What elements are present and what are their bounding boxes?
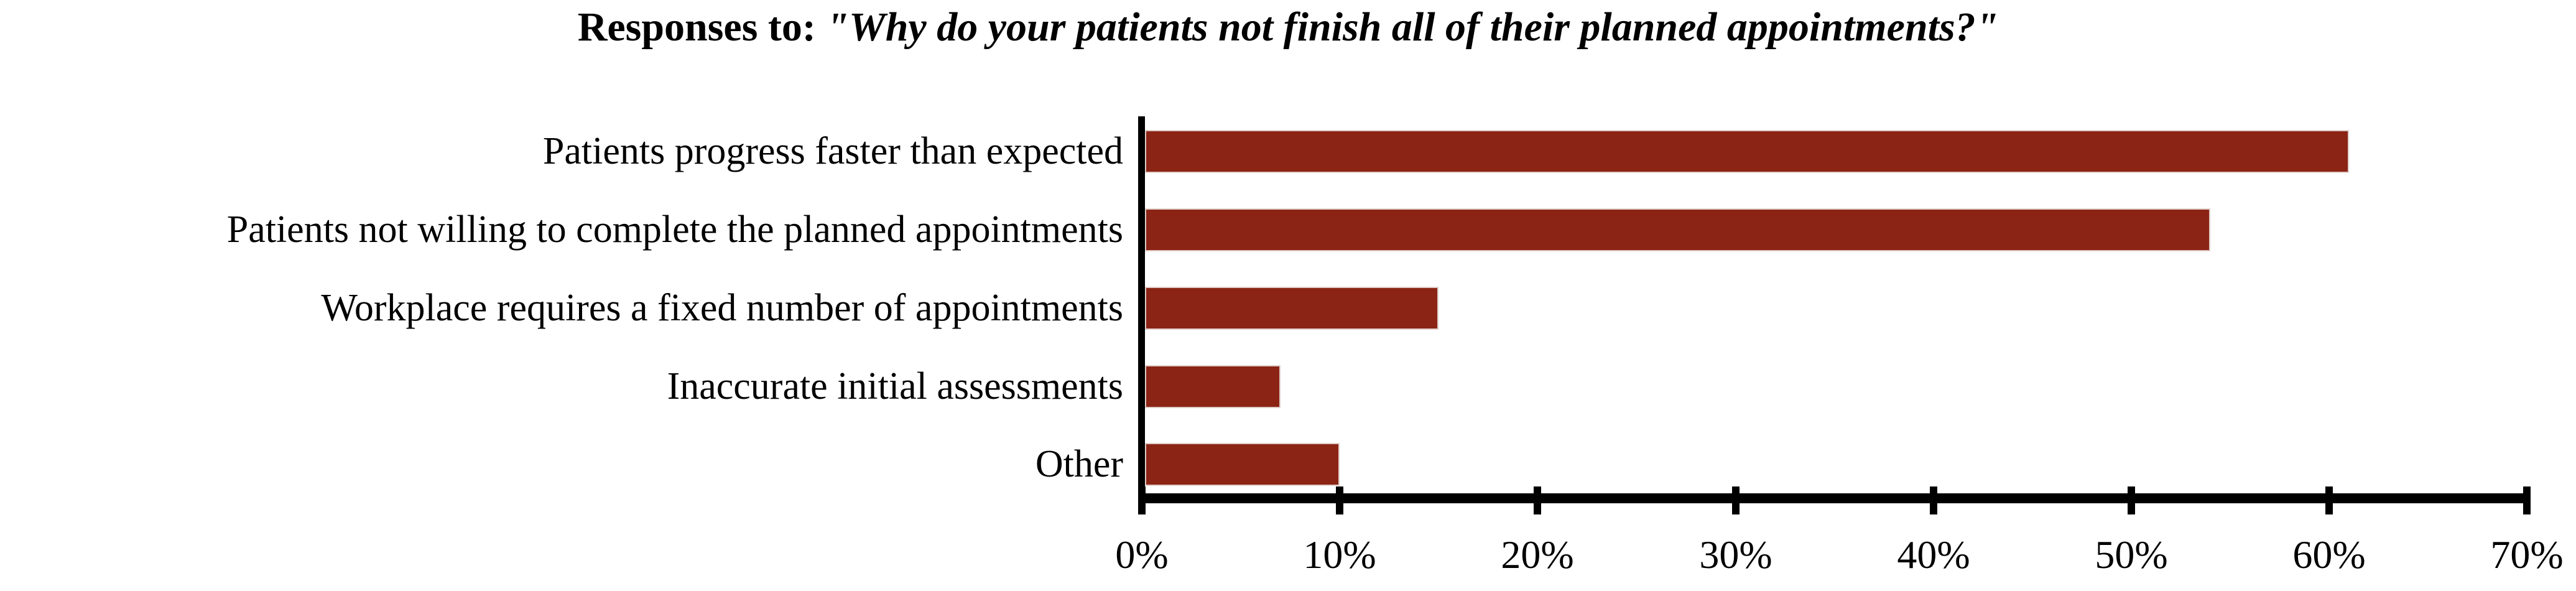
y-axis-line — [1138, 116, 1145, 514]
tick-mark — [2128, 486, 2135, 514]
chart-title: Responses to: "Why do your patients not … — [0, 4, 2576, 51]
tick-label: 70% — [2490, 533, 2564, 577]
tick-mark — [1930, 486, 1937, 514]
tick-label: 20% — [1501, 533, 1574, 577]
tick-mark — [2523, 486, 2531, 514]
bar — [1145, 287, 1439, 330]
tick-label: 10% — [1303, 533, 1376, 577]
tick-mark — [2325, 486, 2333, 514]
x-axis-line — [1138, 493, 2531, 503]
tick-label: 30% — [1699, 533, 1772, 577]
tick-mark — [1138, 486, 1146, 514]
chart-title-prefix: Responses to: — [577, 4, 827, 50]
chart-title-quote: "Why do your patients not finish all of … — [826, 4, 1999, 50]
bar — [1145, 130, 2349, 173]
bar — [1145, 443, 1340, 486]
tick-label: 0% — [1115, 533, 1169, 577]
category-label: Patients progress faster than expected — [542, 130, 1123, 172]
tick-label: 60% — [2292, 533, 2366, 577]
tick-mark — [1336, 486, 1343, 514]
tick-mark — [1732, 486, 1740, 514]
category-label: Other — [1035, 443, 1123, 485]
category-label: Workplace requires a fixed number of app… — [321, 287, 1123, 329]
category-label: Inaccurate initial assessments — [667, 365, 1123, 407]
bar — [1145, 208, 2210, 251]
tick-mark — [1534, 486, 1541, 514]
category-label: Patients not willing to complete the pla… — [226, 208, 1123, 251]
tick-label: 40% — [1897, 533, 1970, 577]
tick-label: 50% — [2095, 533, 2168, 577]
bar — [1145, 365, 1281, 408]
